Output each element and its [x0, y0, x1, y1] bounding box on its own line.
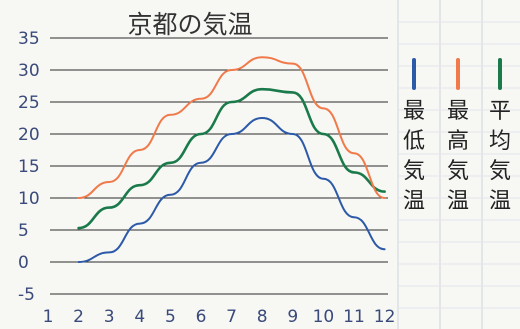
y-tick-label: 15 — [18, 157, 40, 177]
legend-label-char: 最 — [403, 99, 425, 124]
legend-label-char: 気 — [489, 159, 511, 184]
series-line — [77, 87, 386, 230]
y-tick-label: 10 — [18, 189, 40, 209]
x-tick-label: 2 — [73, 307, 84, 327]
legend-label-char: 均 — [489, 129, 511, 154]
plot-area — [77, 56, 386, 263]
x-tick-label: 8 — [257, 307, 268, 327]
legend-label-char: 温 — [447, 189, 469, 214]
y-tick-label: 0 — [18, 253, 29, 273]
x-tick-label: 10 — [313, 307, 335, 327]
x-tick-label: 5 — [165, 307, 176, 327]
x-tick-label: 6 — [196, 307, 207, 327]
legend-label-char: 最 — [447, 99, 469, 124]
chart-title: 京都の気温 — [127, 10, 252, 39]
legend-label-char: 平 — [489, 99, 511, 124]
x-tick-label: 1 — [43, 307, 54, 327]
legend-label-char: 気 — [403, 159, 425, 184]
legend-label-char: 高 — [447, 129, 469, 154]
x-tick-label: 7 — [226, 307, 237, 327]
x-tick-label: 11 — [343, 307, 365, 327]
x-tick-label: 9 — [287, 307, 298, 327]
y-tick-label: 30 — [18, 61, 40, 81]
legend-label-char: 温 — [403, 189, 425, 214]
y-tick-label: 25 — [18, 93, 40, 113]
x-tick-label: 4 — [134, 307, 145, 327]
series-line — [77, 116, 386, 263]
y-tick-label: 20 — [18, 125, 40, 145]
legend-label-char: 低 — [403, 129, 425, 154]
x-tick-label: 3 — [104, 307, 115, 327]
legend-label-char: 気 — [447, 159, 469, 184]
legend-label-char: 温 — [489, 189, 511, 214]
y-tick-label: -5 — [18, 285, 35, 305]
series-line — [77, 56, 386, 199]
x-tick-label: 12 — [374, 307, 396, 327]
y-tick-label: 35 — [18, 29, 40, 49]
y-tick-label: 5 — [18, 221, 29, 241]
